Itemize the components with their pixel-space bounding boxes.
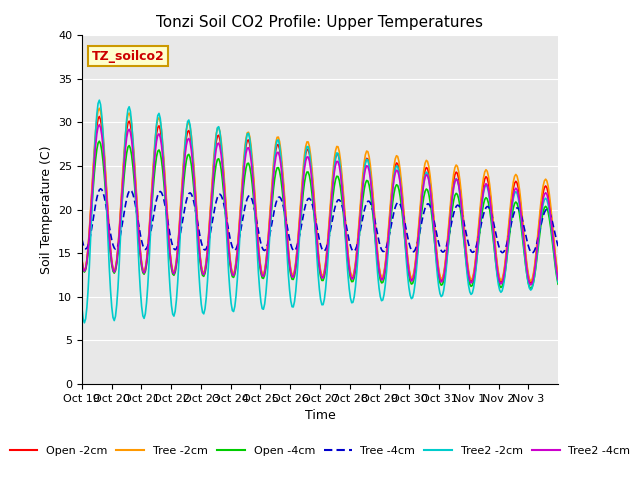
Tree -4cm: [78, 236, 86, 242]
Tree2 -4cm: [94, 124, 102, 130]
Tree2 -4cm: [554, 277, 562, 283]
Tree2 -2cm: [78, 305, 86, 311]
Tree2 -2cm: [554, 279, 562, 285]
Tree2 -4cm: [490, 229, 497, 235]
Open -4cm: [78, 260, 86, 266]
Tree2 -4cm: [527, 282, 534, 288]
Tree -2cm: [78, 256, 86, 262]
Tree -2cm: [490, 221, 497, 227]
Tree -2cm: [324, 232, 332, 238]
Tree2 -2cm: [111, 313, 119, 319]
Open -4cm: [553, 275, 561, 280]
Open -4cm: [94, 140, 102, 146]
Tree -4cm: [111, 245, 118, 251]
Tree2 -4cm: [419, 190, 426, 195]
Open -2cm: [419, 183, 426, 189]
Line: Tree -4cm: Tree -4cm: [82, 189, 558, 253]
Tree -2cm: [95, 106, 103, 111]
Legend: Open -2cm, Tree -2cm, Open -4cm, Tree -4cm, Tree2 -2cm, Tree2 -4cm: Open -2cm, Tree -2cm, Open -4cm, Tree -4…: [5, 442, 635, 461]
Tree2 -2cm: [95, 97, 103, 103]
Title: Tonzi Soil CO2 Profile: Upper Temperatures: Tonzi Soil CO2 Profile: Upper Temperatur…: [157, 15, 483, 30]
Open -2cm: [94, 116, 102, 121]
Tree -2cm: [111, 268, 118, 274]
Tree -2cm: [419, 178, 426, 183]
Tree2 -2cm: [553, 273, 561, 278]
Tree2 -4cm: [553, 269, 561, 275]
Tree -4cm: [97, 186, 104, 192]
Tree2 -2cm: [81, 320, 88, 326]
Open -4cm: [554, 281, 562, 287]
X-axis label: Time: Time: [305, 409, 335, 422]
Y-axis label: Soil Temperature (C): Soil Temperature (C): [40, 145, 52, 274]
Open -2cm: [554, 275, 562, 280]
Tree2 -4cm: [95, 122, 103, 128]
Tree2 -2cm: [326, 235, 333, 240]
Tree -4cm: [553, 239, 561, 244]
Open -2cm: [78, 257, 86, 263]
Open -4cm: [490, 239, 497, 244]
Open -4cm: [324, 245, 332, 251]
Text: TZ_soilco2: TZ_soilco2: [92, 50, 164, 63]
Tree2 -4cm: [111, 269, 118, 275]
Open -4cm: [419, 202, 426, 208]
Tree -4cm: [490, 219, 497, 225]
Tree2 -2cm: [97, 102, 104, 108]
Tree2 -4cm: [78, 258, 86, 264]
Open -4cm: [95, 138, 103, 144]
Open -2cm: [324, 236, 332, 241]
Tree2 -2cm: [491, 249, 499, 255]
Line: Tree -2cm: Tree -2cm: [82, 108, 558, 281]
Tree -2cm: [553, 264, 561, 270]
Tree -2cm: [527, 278, 534, 284]
Tree2 -2cm: [420, 180, 428, 185]
Tree2 -4cm: [324, 239, 332, 244]
Tree -4cm: [324, 239, 332, 244]
Open -2cm: [553, 267, 561, 273]
Open -2cm: [95, 114, 103, 120]
Open -4cm: [111, 270, 118, 276]
Tree -4cm: [528, 250, 536, 256]
Tree -2cm: [554, 272, 562, 278]
Line: Tree2 -2cm: Tree2 -2cm: [82, 100, 558, 323]
Tree -4cm: [94, 190, 102, 196]
Line: Open -2cm: Open -2cm: [82, 117, 558, 283]
Open -2cm: [527, 280, 534, 286]
Tree -4cm: [419, 215, 426, 221]
Tree -2cm: [94, 108, 102, 114]
Open -2cm: [490, 225, 497, 231]
Open -4cm: [527, 286, 534, 291]
Line: Open -4cm: Open -4cm: [82, 141, 558, 288]
Line: Tree2 -4cm: Tree2 -4cm: [82, 125, 558, 285]
Open -2cm: [111, 269, 118, 275]
Tree -4cm: [554, 243, 562, 249]
